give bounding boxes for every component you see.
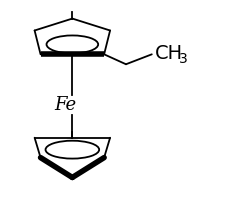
Text: Fe: Fe bbox=[54, 96, 77, 114]
Text: CH: CH bbox=[155, 44, 183, 63]
Text: 3: 3 bbox=[179, 52, 187, 66]
